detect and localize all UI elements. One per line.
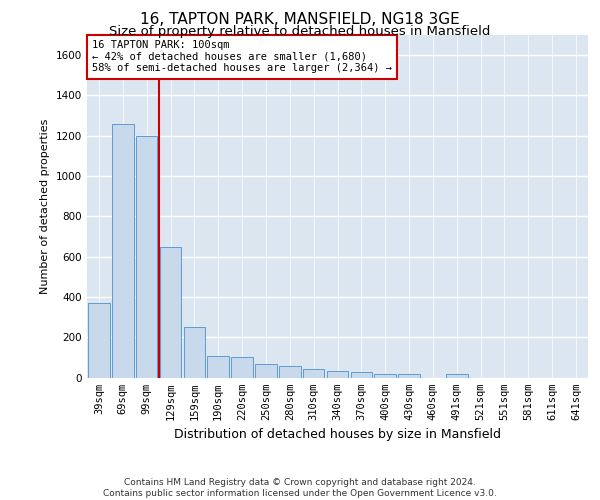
Text: Contains HM Land Registry data © Crown copyright and database right 2024.
Contai: Contains HM Land Registry data © Crown c… <box>103 478 497 498</box>
Bar <box>232 358 253 378</box>
Bar <box>88 303 110 378</box>
Bar <box>160 246 181 378</box>
Bar <box>303 370 325 378</box>
Text: Size of property relative to detached houses in Mansfield: Size of property relative to detached ho… <box>109 25 491 38</box>
Bar <box>327 372 348 378</box>
X-axis label: Distribution of detached houses by size in Mansfield: Distribution of detached houses by size … <box>174 428 501 441</box>
Bar <box>112 124 134 378</box>
Bar <box>350 372 372 378</box>
Bar <box>279 366 301 378</box>
Text: 16, TAPTON PARK, MANSFIELD, NG18 3GE: 16, TAPTON PARK, MANSFIELD, NG18 3GE <box>140 12 460 28</box>
Bar <box>446 374 467 378</box>
Bar <box>136 136 157 378</box>
Bar <box>184 327 205 378</box>
Bar <box>208 356 229 378</box>
Y-axis label: Number of detached properties: Number of detached properties <box>40 118 50 294</box>
Bar <box>398 374 420 378</box>
Bar <box>255 364 277 378</box>
Text: 16 TAPTON PARK: 100sqm
← 42% of detached houses are smaller (1,680)
58% of semi-: 16 TAPTON PARK: 100sqm ← 42% of detached… <box>92 40 392 74</box>
Bar <box>374 374 396 378</box>
